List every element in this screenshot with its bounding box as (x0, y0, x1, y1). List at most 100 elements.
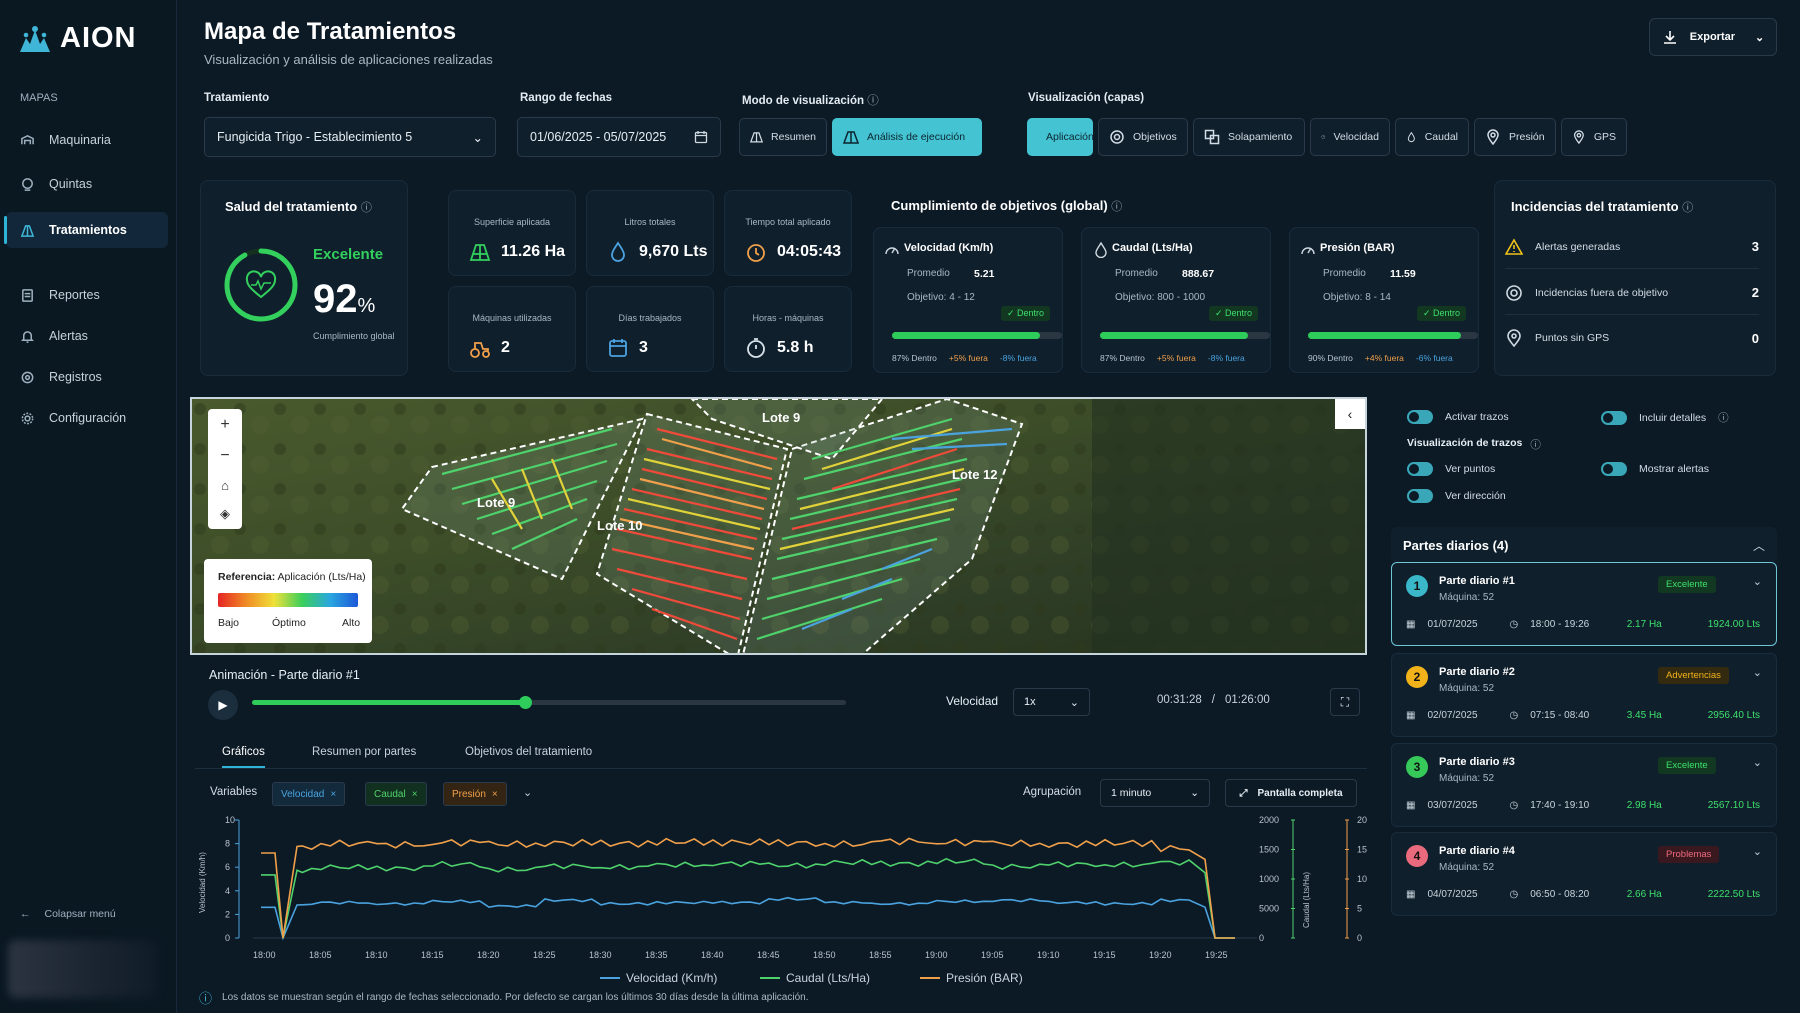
parte-diario-3[interactable]: 3 Parte diario #3 Máquina: 52 Excelente … (1391, 743, 1777, 827)
fullscreen-animation-button[interactable]: ⛶ (1330, 688, 1360, 716)
chart-fullscreen-button[interactable]: ⤢ Pantalla completa (1225, 779, 1357, 807)
status-badge: Excelente (1658, 757, 1716, 774)
user-avatar-blurred[interactable] (8, 940, 158, 998)
sidebar-item-label: Quintas (49, 177, 93, 191)
x-tick-label: 18:35 (645, 950, 668, 960)
y-left-tick-label: 10 (225, 815, 235, 825)
status-badge: Advertencias (1658, 667, 1729, 684)
tab-graficos[interactable]: Gráficos (222, 746, 265, 768)
layer-velocidad-button[interactable]: Velocidad (1310, 118, 1390, 156)
parte-diario-2[interactable]: 2 Parte diario #2 Máquina: 52 Advertenci… (1391, 653, 1777, 737)
toggle-ver-puntos[interactable]: Ver puntos (1407, 462, 1495, 476)
layer-presion-button[interactable]: Presión (1474, 118, 1556, 156)
incident-row-gps[interactable]: Puntos sin GPS 0 (1505, 316, 1759, 360)
parte-machine: Máquina: 52 (1439, 773, 1495, 784)
collapse-menu-button[interactable]: ← Colapsar menú (20, 908, 116, 920)
layer-caudal-button[interactable]: Caudal (1395, 118, 1469, 156)
mode-resumen-button[interactable]: Resumen (739, 118, 827, 156)
sidebar-item-alertas[interactable]: Alertas (6, 318, 168, 354)
objective-name: Velocidad (Km/h) (904, 242, 994, 254)
layer-gps-button[interactable]: GPS (1561, 118, 1627, 156)
animation-handle[interactable] (519, 696, 533, 709)
speed-value: 1x (1024, 696, 1036, 708)
layer-solapamiento-button[interactable]: Solapamiento (1193, 118, 1305, 156)
kpi-tiempo: Tiempo total aplicado 04:05:43 (724, 190, 852, 276)
toggle-mostrar-alertas[interactable]: Mostrar alertas (1601, 462, 1709, 476)
animation-title: Animación - Parte diario #1 (209, 668, 360, 682)
close-icon[interactable]: × (330, 788, 337, 800)
zoom-in-icon[interactable]: + (220, 415, 230, 433)
treatment-map[interactable]: Lote 9 Lote 9 Lote 10 Lote 12 + − ⌂ ◈ Re… (190, 397, 1367, 655)
toggle-ver-direccion[interactable]: Ver dirección (1407, 489, 1506, 503)
sidebar-item-reportes[interactable]: Reportes (6, 277, 168, 313)
layer-objetivos-button[interactable]: Objetivos (1098, 118, 1188, 156)
tab-objetivos[interactable]: Objetivos del tratamiento (465, 746, 592, 758)
objective-avg-label: Promedio (1115, 268, 1158, 279)
chevron-down-icon[interactable]: ⌄ (523, 787, 533, 799)
parte-number: 2 (1406, 666, 1428, 688)
home-icon[interactable]: ⌂ (221, 478, 229, 494)
tractor-icon (470, 342, 490, 358)
close-icon[interactable]: × (491, 788, 498, 800)
chevron-down-icon[interactable]: ⌄ (1752, 667, 1762, 679)
layers-icon[interactable]: ◈ (220, 506, 230, 522)
toggle-activar-trazos[interactable]: Activar trazos (1407, 410, 1509, 424)
toggle-switch[interactable] (1601, 410, 1627, 425)
chevron-down-icon[interactable]: ⌄ (1752, 757, 1762, 769)
x-tick-label: 18:50 (813, 950, 836, 960)
toggle-switch[interactable] (1407, 489, 1433, 503)
sidebar-item-maquinaria[interactable]: Maquinaria (6, 122, 168, 158)
parte-diario-1[interactable]: 1 Parte diario #1 Máquina: 52 Excelente … (1391, 562, 1777, 646)
sidebar-item-registros[interactable]: Registros (6, 359, 168, 395)
registry-icon (21, 371, 34, 383)
parte-details: ▦ 03/07/2025 ◷ 17:40 - 19:10 2.98 Ha 2567.10 … (1406, 800, 1760, 811)
y-mid-tick-label: 0 (1259, 933, 1264, 943)
treatment-select[interactable]: Fungicida Trigo - Establecimiento 5 ⌄ (204, 117, 496, 157)
mode-label: Modo de visualización ⓘ (742, 92, 879, 108)
chip-presion[interactable]: Presión × (443, 782, 507, 806)
speed-select[interactable]: 1x ⌄ (1013, 688, 1090, 716)
group-select[interactable]: 1 minuto ⌄ (1100, 779, 1210, 807)
mode-analisis-button[interactable]: Análisis de ejecución (832, 118, 982, 156)
brand-logo[interactable]: AION (18, 22, 137, 55)
sidebar-item-quintas[interactable]: Quintas (6, 166, 168, 202)
calendar-icon: ▦ (1406, 619, 1416, 630)
export-button[interactable]: Exportar ⌄ (1649, 18, 1777, 56)
minus-pct: -8% fuera (1207, 353, 1245, 363)
date-range-input[interactable]: 01/06/2025 - 05/07/2025 (517, 117, 721, 157)
legend-title-bold: Referencia: (218, 571, 276, 583)
collapse-panel-button[interactable]: ‹ (1335, 399, 1365, 429)
play-button[interactable]: ▶ (208, 690, 238, 720)
info-icon: ⓘ (1682, 202, 1694, 214)
kpi-maquinas: Máquinas utilizadas 2 (448, 286, 576, 372)
sidebar-item-label: Registros (49, 370, 102, 384)
toggle-switch[interactable] (1407, 410, 1433, 424)
toggle-incluir-detalles[interactable]: Incluir detalles ⓘ (1601, 410, 1729, 425)
zoom-out-icon[interactable]: − (220, 446, 230, 464)
parte-lts: 2956.40 Lts (1707, 710, 1760, 721)
lot-label: Lote 10 (597, 518, 643, 533)
chip-velocidad[interactable]: Velocidad × (272, 782, 346, 806)
layer-aplicacion-button[interactable]: Aplicación (1027, 118, 1094, 156)
tab-resumen[interactable]: Resumen por partes (312, 746, 416, 758)
sidebar-item-configuracion[interactable]: Configuración (6, 400, 168, 436)
partes-header[interactable]: Partes diarios (4) ︿ (1391, 527, 1777, 563)
parte-diario-4[interactable]: 4 Parte diario #4 Máquina: 52 Problemas … (1391, 832, 1777, 916)
animation-progress (252, 700, 526, 705)
parte-number: 3 (1406, 756, 1428, 778)
toggle-switch[interactable] (1407, 462, 1433, 476)
target-icon (1506, 284, 1522, 301)
close-icon[interactable]: × (411, 788, 418, 800)
sidebar-item-tratamientos[interactable]: Tratamientos (4, 212, 168, 248)
chip-caudal[interactable]: Caudal × (365, 782, 427, 806)
y-left-tick-label: 0 (225, 933, 230, 943)
chevron-down-icon[interactable]: ⌄ (1752, 846, 1762, 858)
dentro-pct: 87% Dentro (1100, 353, 1145, 363)
animation-track[interactable] (252, 696, 846, 709)
incident-row-alertas[interactable]: Alertas generadas 3 (1505, 225, 1759, 269)
chevron-down-icon[interactable]: ⌄ (1752, 576, 1762, 588)
incident-row-fuera[interactable]: Incidencias fuera de objetivo 2 (1505, 271, 1759, 315)
toggle-switch[interactable] (1601, 462, 1627, 476)
kpi-value-wrap: 5.8 h (745, 337, 813, 359)
